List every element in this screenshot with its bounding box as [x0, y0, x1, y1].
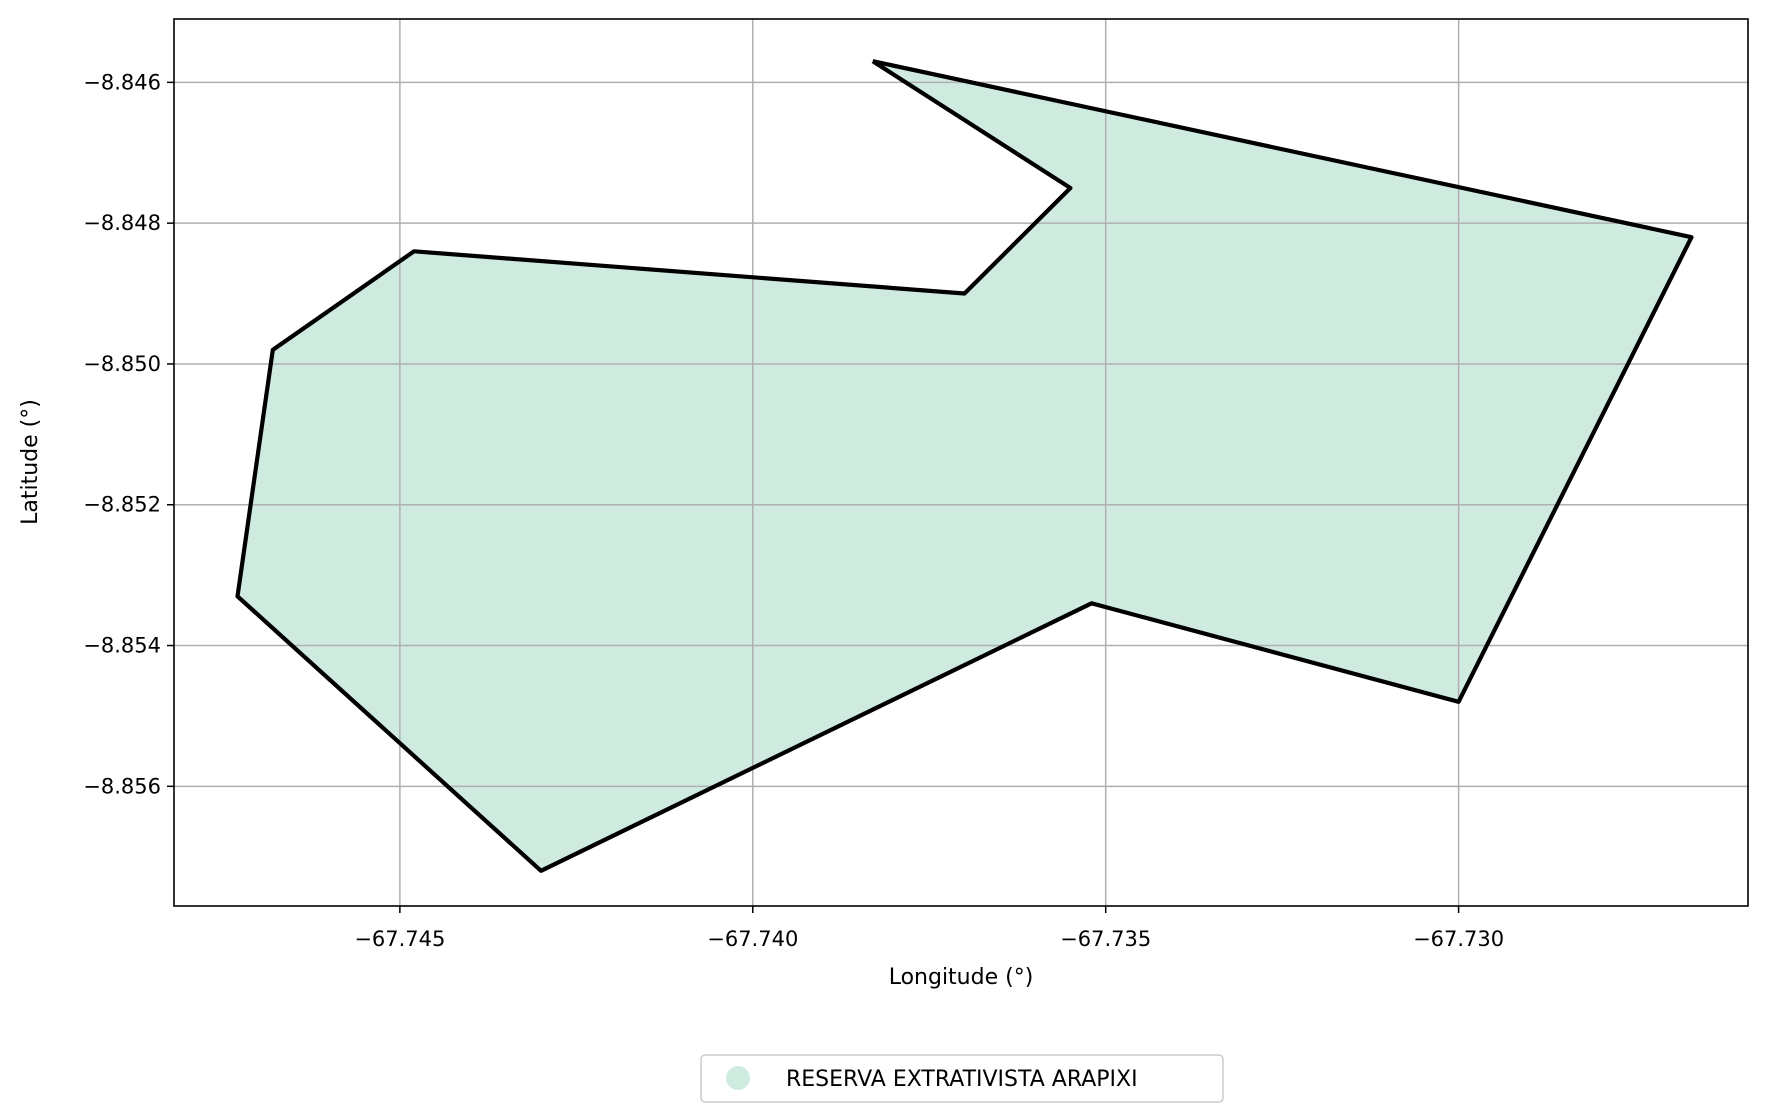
legend-box [700, 1054, 1224, 1103]
y-tick-label: −8.854 [83, 634, 161, 658]
x-axis-label: Longitude (°) [889, 965, 1034, 990]
x-tick-label: −67.735 [1060, 927, 1151, 951]
y-tick-label: −8.846 [83, 70, 161, 94]
reserve-polygon-fill [237, 61, 1692, 871]
legend-label: RESERVA EXTRATIVISTA ARAPIXI [786, 1067, 1138, 1092]
polygon-layer [237, 61, 1692, 871]
plot-frame [173, 18, 1749, 907]
legend-marker [726, 1066, 750, 1090]
y-tick-label: −8.856 [83, 774, 161, 798]
tick-layer: −67.745 −67.740 −67.735 −67.730 −8.846 −8.848… [83, 70, 1504, 951]
reserve-polygon-outline [235, 59, 1694, 873]
y-tick-label: −8.848 [83, 211, 161, 235]
y-axis-label: Latitude (°) [18, 399, 43, 525]
y-tick-label: −8.852 [83, 493, 161, 517]
x-tick-label: −67.730 [1413, 927, 1504, 951]
x-tick-label: −67.745 [354, 927, 445, 951]
legend: RESERVA EXTRATIVISTA ARAPIXI [700, 1054, 1224, 1103]
x-tick-label: −67.740 [707, 927, 798, 951]
y-tick-label: −8.850 [83, 352, 161, 376]
